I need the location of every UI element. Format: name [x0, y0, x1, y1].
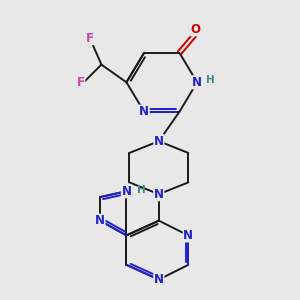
- Text: F: F: [77, 76, 85, 89]
- Text: N: N: [183, 229, 193, 242]
- Text: H: H: [206, 75, 215, 85]
- Text: N: N: [139, 105, 149, 118]
- Text: N: N: [154, 135, 164, 148]
- Text: N: N: [122, 185, 131, 198]
- Text: N: N: [95, 214, 105, 227]
- Text: N: N: [154, 188, 164, 201]
- Text: O: O: [190, 23, 201, 36]
- Text: N: N: [154, 273, 164, 286]
- Text: F: F: [85, 32, 94, 45]
- Text: N: N: [192, 76, 202, 89]
- Text: H: H: [137, 185, 146, 195]
